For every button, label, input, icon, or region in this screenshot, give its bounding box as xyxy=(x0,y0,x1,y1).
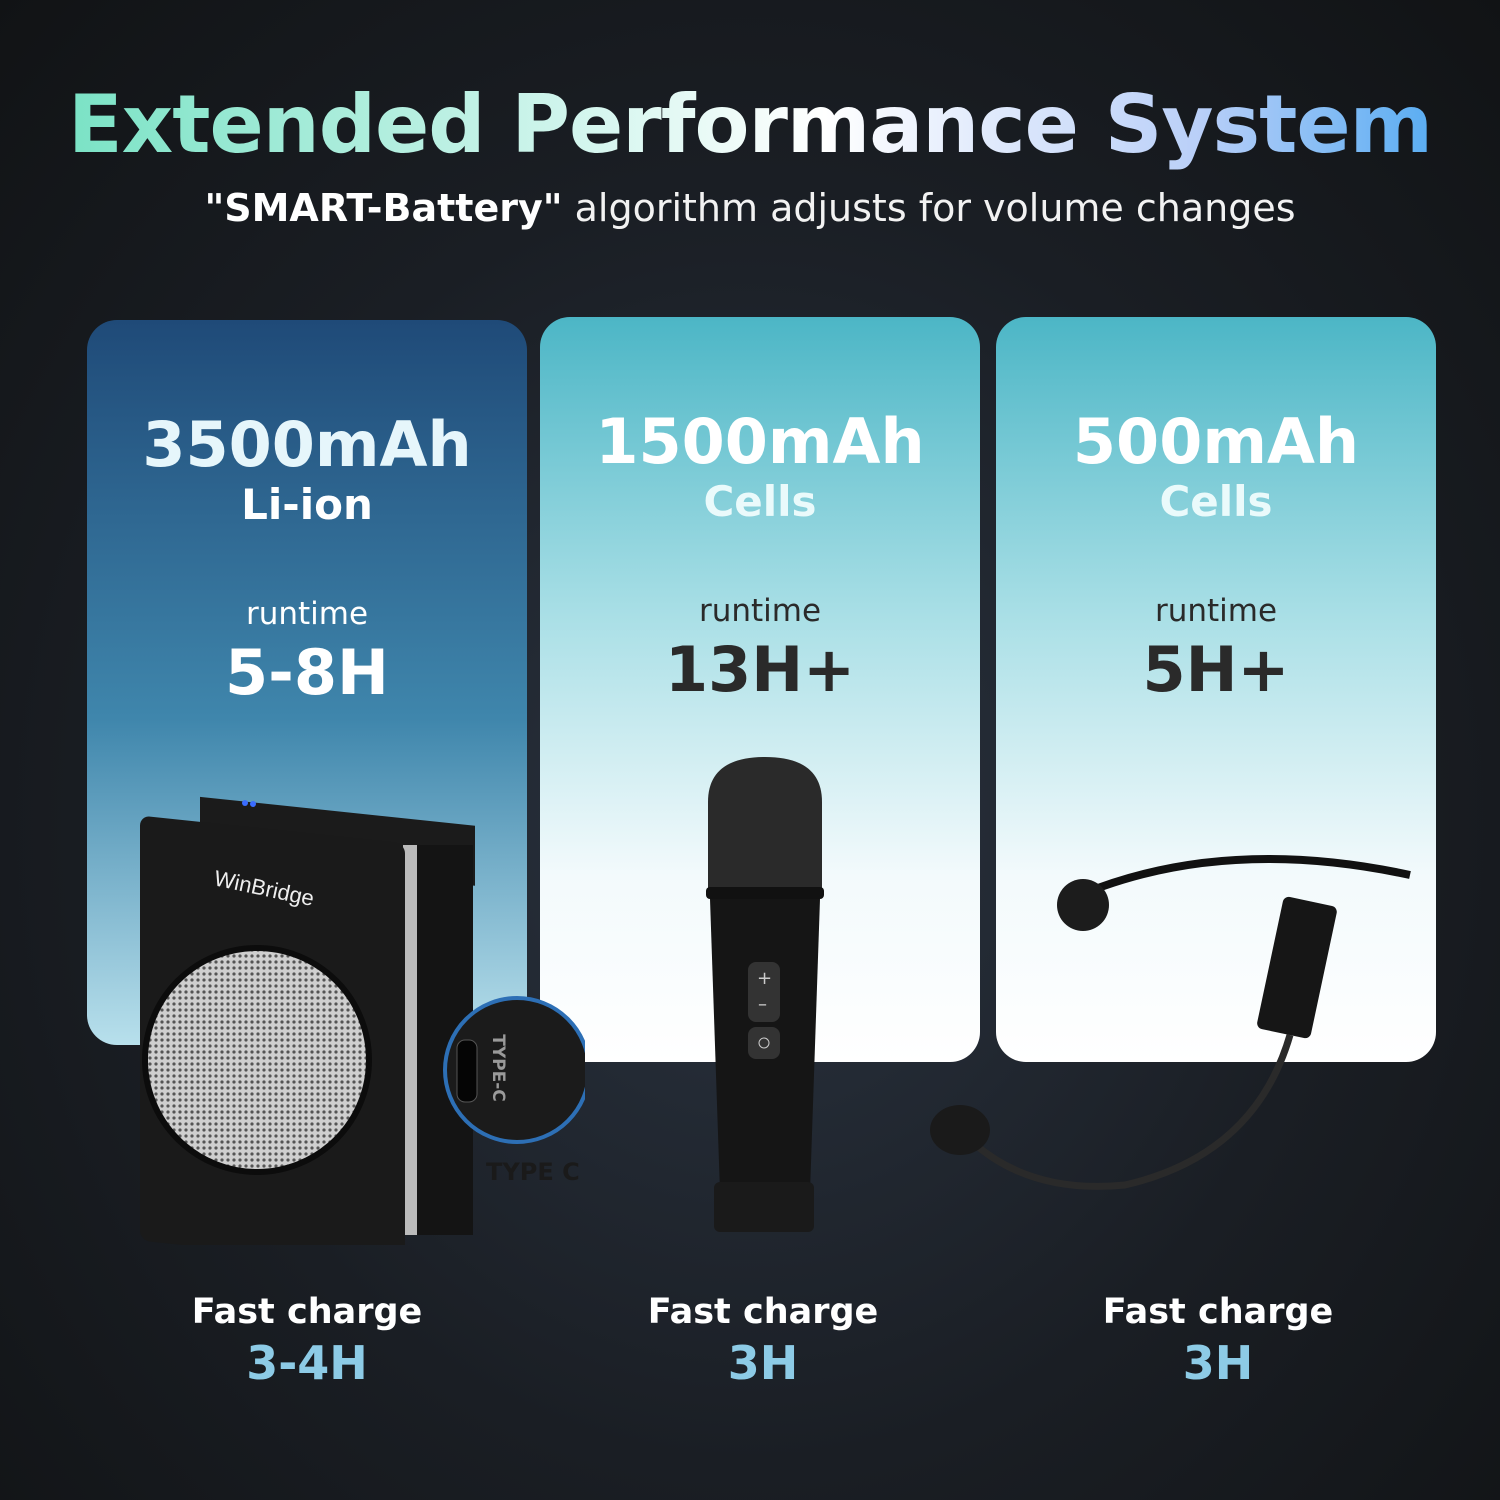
subtitle-bold: "SMART-Battery" xyxy=(204,186,563,230)
volume-buttons xyxy=(748,962,780,1022)
capacity: 500mAh xyxy=(1072,405,1360,478)
fast-charge-value: 3H xyxy=(727,1336,799,1390)
speaker-image: WinBridge xyxy=(140,796,585,1245)
fast-charge-label: Fast charge xyxy=(647,1292,879,1332)
capacity: 1500mAh xyxy=(595,405,925,478)
svg-text:+: + xyxy=(757,968,772,989)
power-button xyxy=(748,1027,780,1059)
chemistry: Li-ion xyxy=(241,480,373,529)
type-c-callout: TYPE C xyxy=(486,1158,580,1186)
fast-charge-label: Fast charge xyxy=(191,1292,423,1332)
headset-mic-image xyxy=(930,855,1411,1190)
subtitle: "SMART-Battery" algorithm adjusts for vo… xyxy=(0,186,1500,230)
page-title: Extended Performance System xyxy=(0,78,1500,171)
runtime-label: runtime xyxy=(1154,593,1278,629)
fast-charge-value: 3H xyxy=(1182,1336,1254,1390)
type-c-port-label: TYPE-C xyxy=(488,1034,508,1102)
handheld-mic-image: +– xyxy=(706,757,824,1232)
subtitle-rest: algorithm adjusts for volume changes xyxy=(562,186,1296,230)
svg-text:–: – xyxy=(758,994,767,1015)
card-headset-mic: 500mAh Cells runtime 5H+ xyxy=(996,317,1436,1062)
runtime-label: runtime xyxy=(698,593,822,629)
chemistry: Cells xyxy=(703,477,817,526)
runtime-value: 5H+ xyxy=(1142,633,1290,706)
runtime-value: 13H+ xyxy=(664,633,856,706)
runtime-value: 5-8H xyxy=(225,636,389,709)
fast-charge-value: 3-4H xyxy=(246,1336,368,1390)
fast-charge-label: Fast charge xyxy=(1102,1292,1334,1332)
chemistry: Cells xyxy=(1159,477,1273,526)
runtime-label: runtime xyxy=(245,596,369,632)
capacity: 3500mAh xyxy=(142,408,472,481)
